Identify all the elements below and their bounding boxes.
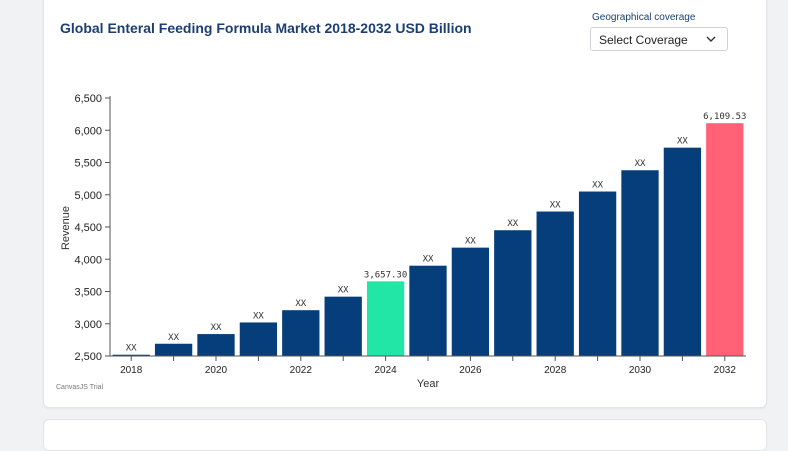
bar-2031 [663,147,702,356]
bars: XX XX XX XX XX XX 3,657.30 XX XX XX XX XX XX XX 6,109.… [112,112,746,356]
data-label-2026: XX [465,237,476,247]
y-tick-label: 6,500 [74,93,102,105]
data-label-2025: XX [423,255,434,265]
y-axis-label: Revenue [60,206,72,250]
data-label-2031: XX [677,137,688,147]
bar-2024 [366,281,405,356]
bar-2021 [239,322,278,356]
x-tick-label: 2032 [714,365,737,376]
x-tick-label: 2022 [290,365,313,376]
coverage-select[interactable]: Select Coverage [590,27,728,51]
bar-2019 [154,343,193,356]
bar-2022 [282,310,320,356]
axes: 2,500 3,000 3,500 4,000 4,500 5,000 5,500 6,000… [74,93,746,376]
y-tick-label: 3,500 [74,287,102,299]
watermark: CanvasJS Trial [56,384,104,391]
bar-2020 [197,334,235,356]
data-label-2023: XX [338,286,349,296]
bar-2025 [409,265,447,356]
bar-2028 [536,211,574,356]
data-label-2028: XX [550,201,561,211]
y-tick-label: 4,000 [74,254,102,266]
data-label-2018: XX [126,344,137,354]
x-tick-label: 2024 [374,365,397,376]
bar-2029 [578,191,617,356]
data-label-2029: XX [592,181,603,191]
y-tick-label: 2,500 [74,351,102,363]
x-tick-label: 2030 [629,365,652,376]
x-tick-label: 2028 [544,365,567,376]
data-label-2022: XX [295,299,306,309]
data-label-2027: XX [507,219,518,229]
y-tick-label: 3,000 [74,319,102,331]
geographical-coverage-label: Geographical coverage [592,12,696,23]
x-tick-label: 2020 [205,365,228,376]
coverage-select-value: Select Coverage [599,33,688,47]
data-label-2024: 3,657.30 [364,270,407,280]
data-label-2030: XX [635,159,646,169]
data-label-2021: XX [253,311,264,321]
x-tick-label: 2026 [459,365,482,376]
bar-2026 [451,247,490,356]
data-label-2032: 6,109.53 [703,112,746,122]
x-axis-label: Year [417,378,440,390]
bar-chart: XX XX XX XX XX XX 3,657.30 XX XX XX XX XX XX XX 6,109.… [60,93,746,390]
x-tick-label: 2018 [120,365,143,376]
y-tick-label: 4,500 [74,222,102,234]
bar-2030 [621,170,659,356]
bar-2023 [324,296,362,356]
bar-2032 [706,123,744,356]
data-label-2020: XX [211,323,222,333]
data-label-2019: XX [168,333,179,343]
y-tick-label: 5,000 [74,190,102,202]
y-tick-label: 5,500 [74,158,102,170]
bar-2027 [494,230,532,356]
y-tick-label: 6,000 [74,125,102,137]
bar-2018 [112,354,150,356]
chart-title: Global Enteral Feeding Formula Market 20… [60,20,472,36]
chevron-down-icon [706,36,716,42]
